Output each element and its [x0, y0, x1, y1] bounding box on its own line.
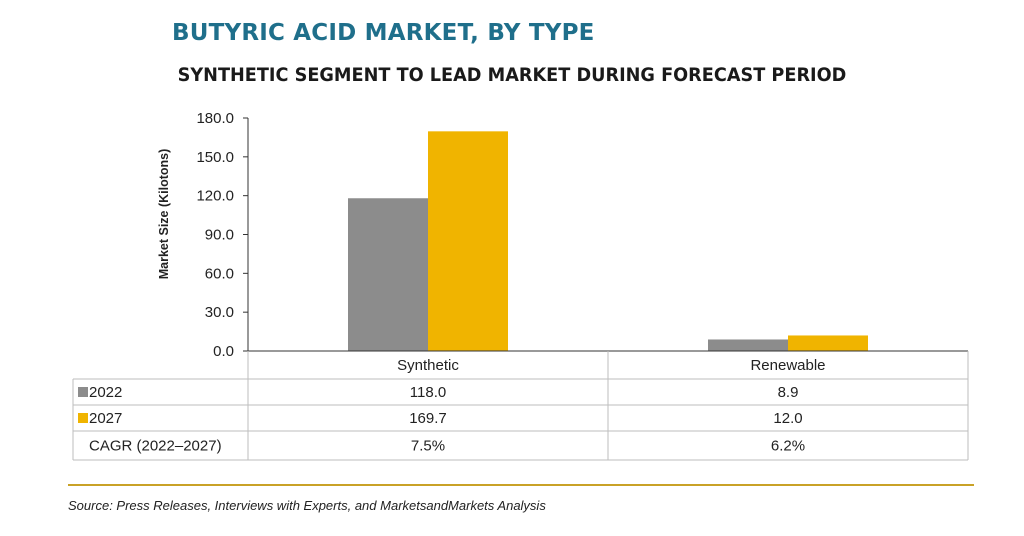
cagr-row-label: CAGR (2022–2027)	[89, 438, 222, 455]
x-category-label: Synthetic	[397, 357, 459, 374]
footer-divider	[68, 484, 974, 486]
bar-2027-renewable	[788, 335, 868, 351]
y-tick-label: 90.0	[205, 227, 234, 244]
x-category-label: Renewable	[750, 357, 825, 374]
legend-label-2022: 2022	[89, 384, 122, 401]
data-label: 169.7	[409, 410, 447, 427]
legend-swatch-2022	[78, 387, 88, 397]
chart-subtitle: SYNTHETIC SEGMENT TO LEAD MARKET DURING …	[177, 64, 847, 86]
y-tick-label: 120.0	[196, 188, 234, 205]
y-axis-label: Market Size (Kilotons)	[157, 149, 171, 280]
y-tick-label: 180.0	[196, 110, 234, 127]
cagr-value: 7.5%	[411, 438, 445, 455]
y-tick-label: 0.0	[213, 343, 234, 360]
data-label: 12.0	[773, 410, 802, 427]
y-tick-label: 30.0	[205, 304, 234, 321]
legend-label-2027: 2027	[89, 410, 122, 427]
bar-2022-renewable	[708, 339, 788, 351]
cagr-value: 6.2%	[771, 438, 805, 455]
bar-2022-synthetic	[348, 198, 428, 351]
source-note: Source: Press Releases, Interviews with …	[68, 498, 546, 513]
data-label: 8.9	[778, 384, 799, 401]
bar-2027-synthetic	[428, 131, 508, 351]
legend-swatch-2027	[78, 413, 88, 423]
y-tick-label: 150.0	[196, 149, 234, 166]
chart-title: BUTYRIC ACID MARKET, BY TYPE	[172, 20, 595, 46]
data-label: 118.0	[410, 384, 446, 401]
y-tick-label: 60.0	[205, 265, 234, 282]
